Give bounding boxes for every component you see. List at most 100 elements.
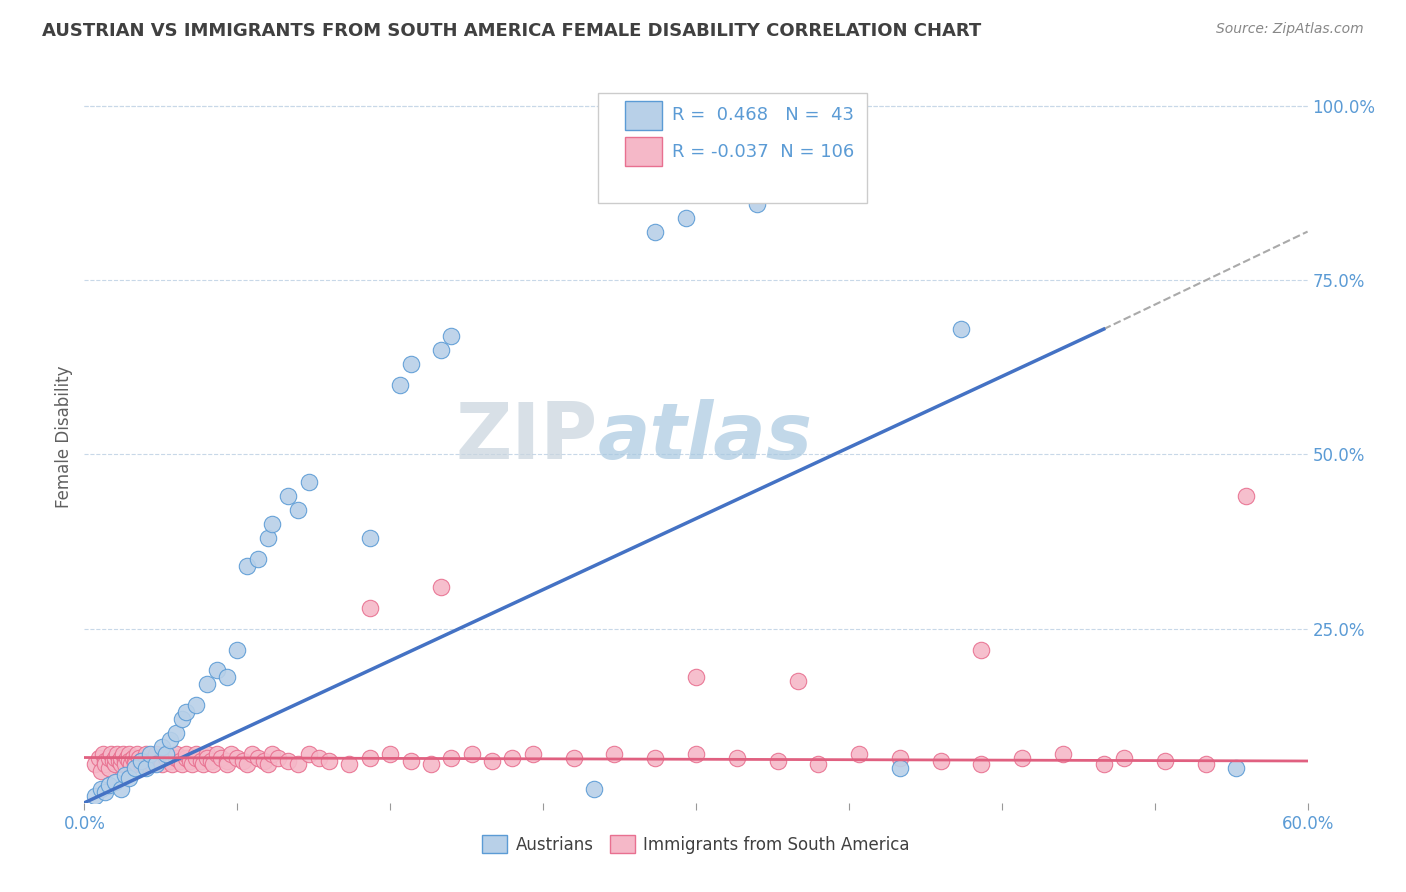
- Point: [124, 761, 146, 775]
- Point: [308, 750, 330, 764]
- Point: [135, 750, 157, 764]
- Point: [205, 664, 228, 678]
- Point: [138, 754, 160, 768]
- FancyBboxPatch shape: [626, 101, 662, 130]
- Point: [174, 750, 197, 764]
- Point: [217, 754, 239, 768]
- Point: [1114, 750, 1136, 764]
- Point: [522, 747, 544, 761]
- Point: [186, 698, 208, 713]
- Point: [766, 754, 789, 768]
- Point: [101, 754, 124, 768]
- Point: [644, 750, 666, 764]
- Point: [172, 757, 194, 772]
- Text: atlas: atlas: [598, 399, 813, 475]
- Point: [104, 750, 127, 764]
- Point: [217, 757, 239, 772]
- Point: [389, 377, 412, 392]
- Point: [131, 754, 153, 768]
- Point: [502, 750, 524, 764]
- Point: [562, 750, 585, 764]
- Point: [1052, 747, 1074, 761]
- Point: [277, 754, 299, 768]
- Point: [644, 225, 666, 239]
- Point: [359, 600, 381, 615]
- Point: [127, 747, 149, 761]
- Point: [186, 750, 208, 764]
- Point: [150, 740, 173, 755]
- Point: [1195, 757, 1218, 772]
- Point: [118, 772, 141, 786]
- Point: [155, 750, 177, 764]
- Point: [149, 754, 172, 768]
- Point: [135, 761, 157, 775]
- Point: [131, 757, 153, 772]
- Point: [1092, 757, 1115, 772]
- Point: [155, 747, 177, 761]
- Point: [929, 754, 952, 768]
- Point: [91, 747, 114, 761]
- Point: [93, 785, 115, 799]
- Point: [110, 757, 132, 772]
- Point: [114, 768, 136, 782]
- Text: AUSTRIAN VS IMMIGRANTS FROM SOUTH AMERICA FEMALE DISABILITY CORRELATION CHART: AUSTRIAN VS IMMIGRANTS FROM SOUTH AMERIC…: [42, 22, 981, 40]
- Y-axis label: Female Disability: Female Disability: [55, 366, 73, 508]
- Point: [108, 754, 131, 768]
- Text: R =  0.468   N =  43: R = 0.468 N = 43: [672, 106, 853, 124]
- Point: [339, 757, 361, 772]
- Point: [120, 757, 142, 772]
- Point: [1225, 761, 1247, 775]
- Point: [124, 757, 146, 772]
- Point: [1011, 750, 1033, 764]
- Point: [970, 642, 993, 657]
- Point: [124, 754, 146, 768]
- Point: [298, 747, 321, 761]
- Point: [287, 503, 309, 517]
- Point: [583, 781, 606, 796]
- Point: [1154, 754, 1177, 768]
- Point: [83, 757, 105, 772]
- Point: [298, 475, 321, 490]
- Point: [253, 754, 276, 768]
- Point: [430, 343, 453, 357]
- Point: [195, 747, 218, 761]
- FancyBboxPatch shape: [598, 94, 868, 203]
- Point: [747, 196, 769, 211]
- Point: [150, 757, 173, 772]
- Point: [93, 754, 115, 768]
- Point: [209, 750, 232, 764]
- Point: [226, 750, 249, 764]
- Point: [104, 757, 127, 772]
- Point: [260, 747, 283, 761]
- Point: [165, 750, 187, 764]
- Point: [950, 322, 973, 336]
- Point: [131, 754, 153, 768]
- Point: [165, 726, 187, 740]
- Text: ZIP: ZIP: [456, 399, 598, 475]
- Point: [461, 747, 484, 761]
- Point: [145, 750, 167, 764]
- Point: [200, 754, 222, 768]
- Point: [359, 750, 381, 764]
- Point: [93, 757, 115, 772]
- Point: [236, 558, 259, 573]
- Point: [118, 747, 141, 761]
- Point: [110, 750, 132, 764]
- Point: [257, 531, 280, 545]
- Point: [226, 642, 249, 657]
- Point: [97, 761, 120, 775]
- Point: [195, 677, 218, 691]
- Point: [83, 789, 105, 803]
- Point: [201, 757, 224, 772]
- Legend: Austrians, Immigrants from South America: Austrians, Immigrants from South America: [475, 829, 917, 860]
- Point: [217, 670, 239, 684]
- Point: [277, 489, 299, 503]
- Point: [90, 764, 112, 779]
- Point: [145, 747, 167, 761]
- Point: [155, 747, 177, 761]
- Point: [174, 747, 197, 761]
- Point: [110, 781, 132, 796]
- Point: [675, 211, 697, 225]
- Point: [205, 747, 228, 761]
- Point: [172, 712, 194, 726]
